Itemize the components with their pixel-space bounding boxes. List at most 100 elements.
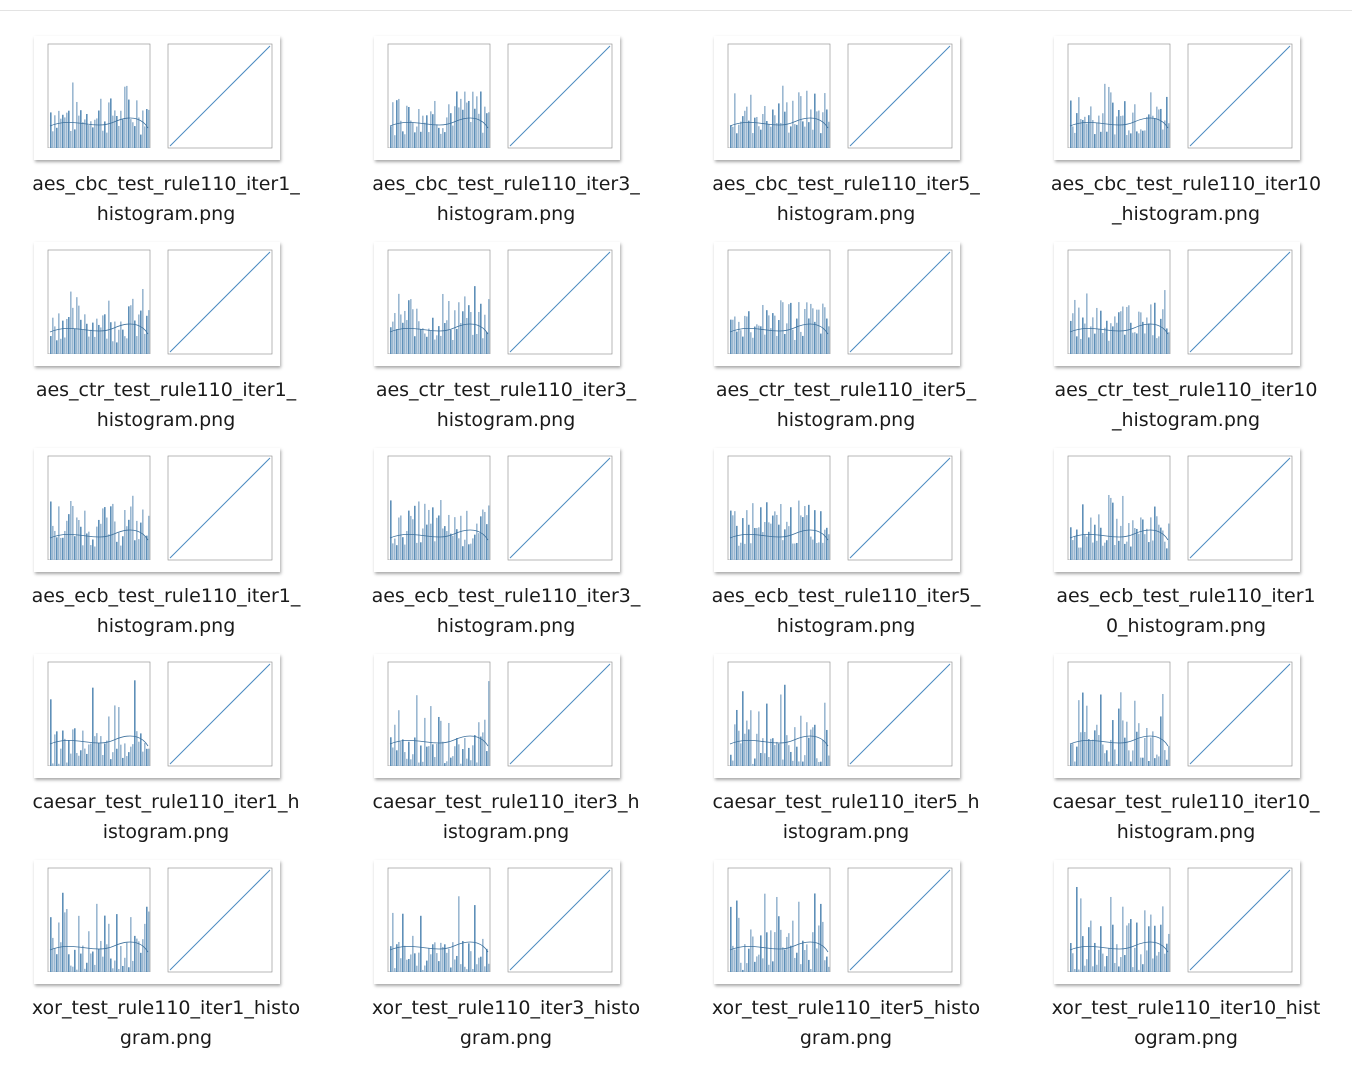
thumb-bar — [116, 748, 118, 778]
thumb-bar — [806, 302, 808, 366]
thumb-bar — [736, 133, 738, 160]
thumb-bar — [64, 117, 66, 160]
thumb-bar — [98, 519, 100, 572]
file-item[interactable]: aes_ctr_test_rule110_iter5_ histogram.png — [676, 242, 1016, 448]
file-item[interactable]: aes_ctr_test_rule110_iter1_ histogram.png — [0, 242, 336, 448]
thumb-bar — [738, 730, 740, 778]
thumb-bar — [428, 746, 430, 778]
cdf-line — [169, 457, 271, 559]
thumbnail — [1054, 860, 1300, 984]
thumb-bar — [1094, 134, 1096, 160]
thumb-bar — [418, 321, 420, 366]
thumb-bar — [824, 307, 826, 366]
thumb-bar — [68, 514, 70, 572]
thumb-bar — [754, 527, 756, 572]
thumb-bar — [50, 917, 52, 984]
thumb-bar — [1140, 312, 1142, 366]
thumb-bar — [432, 944, 434, 984]
file-item[interactable]: aes_ecb_test_rule110_iter1 0_histogram.pn… — [1016, 448, 1352, 654]
thumb-bar — [756, 116, 758, 160]
thumb-bar — [1152, 115, 1154, 160]
thumb-bar — [804, 126, 806, 160]
thumb-bar — [1118, 540, 1120, 572]
kde-line — [389, 941, 489, 953]
file-item[interactable]: aes_ecb_test_rule110_iter5_ histogram.png — [676, 448, 1016, 654]
thumb-bar — [1138, 533, 1140, 572]
file-item[interactable]: aes_cbc_test_rule110_iter1_ histogram.png — [0, 36, 336, 242]
thumb-bar — [800, 515, 802, 572]
mask — [714, 560, 834, 572]
thumb-bar — [1126, 721, 1128, 778]
thumb-bar — [740, 121, 742, 160]
thumb-bar — [1136, 131, 1138, 160]
file-item[interactable]: aes_cbc_test_rule110_iter10 _histogram.pn… — [1016, 36, 1352, 242]
file-item[interactable]: aes_cbc_test_rule110_iter3_ histogram.png — [336, 36, 676, 242]
file-item[interactable]: caesar_test_rule110_iter5_h istogram.png — [676, 654, 1016, 860]
cdf-line — [1189, 251, 1291, 353]
thumb-bar — [56, 537, 58, 572]
thumb-bar — [1080, 547, 1082, 572]
thumb-bar — [460, 515, 462, 572]
file-item[interactable]: caesar_test_rule110_iter1_h istogram.png — [0, 654, 336, 860]
thumb-bar — [1114, 134, 1116, 160]
thumb-bar — [86, 753, 88, 778]
file-item[interactable]: aes_ctr_test_rule110_iter3_ histogram.png — [336, 242, 676, 448]
thumb-bar — [824, 93, 826, 160]
thumb-bar — [1072, 126, 1074, 160]
file-item[interactable]: caesar_test_rule110_iter3_h istogram.png — [336, 654, 676, 860]
thumb-bar — [482, 132, 484, 160]
thumb-bar — [98, 948, 100, 984]
file-item[interactable]: xor_test_rule110_iter5_histo gram.png — [676, 860, 1016, 1066]
thumb-bar — [444, 323, 446, 366]
file-item[interactable]: xor_test_rule110_iter3_histo gram.png — [336, 860, 676, 1066]
thumb-bar — [76, 517, 78, 572]
thumb-bar — [1108, 948, 1110, 984]
thumb-bar — [138, 741, 140, 778]
file-item[interactable]: aes_cbc_test_rule110_iter5_ histogram.png — [676, 36, 1016, 242]
thumb-bar — [778, 524, 780, 572]
thumb-bar — [428, 948, 430, 984]
file-name: aes_cbc_test_rule110_iter1_ — [32, 173, 300, 195]
thumb-bar — [438, 716, 440, 778]
thumb-bar — [794, 543, 796, 572]
cdf-line — [169, 45, 271, 147]
thumb-bar — [100, 736, 102, 778]
thumb-bar — [1134, 332, 1136, 366]
file-item[interactable]: aes_ecb_test_rule110_iter1_ histogram.png — [0, 448, 336, 654]
thumb-bar — [118, 329, 120, 366]
thumb-bar — [100, 327, 102, 366]
file-name: istogram.png — [782, 821, 910, 843]
thumb-bar — [102, 956, 104, 984]
thumb-bar — [1128, 305, 1130, 366]
kde-line — [49, 323, 149, 335]
thumb-bar — [1092, 120, 1094, 160]
thumb-bar — [1076, 746, 1078, 778]
thumb-bar — [1148, 323, 1150, 366]
thumb-bar — [74, 129, 76, 160]
thumb-bar — [482, 938, 484, 984]
file-item[interactable]: caesar_test_rule110_iter10_ histogram.png — [1016, 654, 1352, 860]
thumb-bar — [730, 510, 732, 572]
file-item[interactable]: aes_ctr_test_rule110_iter10 _histogram.pn… — [1016, 242, 1352, 448]
file-item[interactable]: aes_ecb_test_rule110_iter3_ histogram.png — [336, 448, 676, 654]
file-item[interactable]: xor_test_rule110_iter1_histo gram.png — [0, 860, 336, 1066]
thumb-bar — [1136, 922, 1138, 984]
file-item[interactable]: xor_test_rule110_iter10_hist ogram.png — [1016, 860, 1352, 1066]
thumb-bar — [1076, 886, 1078, 984]
thumb-bar — [74, 328, 76, 366]
thumb-bar — [806, 90, 808, 160]
thumb-bar — [820, 133, 822, 160]
thumb-bar — [130, 506, 132, 572]
thumb-bar — [474, 905, 476, 984]
thumb-bar — [1098, 949, 1100, 984]
thumb-bar — [108, 534, 110, 572]
thumb-bar — [446, 531, 448, 572]
thumb-bar — [66, 318, 68, 366]
thumb-bar — [1156, 106, 1158, 160]
thumb-bar — [442, 946, 444, 984]
thumb-bar — [792, 920, 794, 984]
thumb-bar — [1108, 494, 1110, 572]
thumb-bar — [450, 533, 452, 572]
thumb-bar — [60, 748, 62, 778]
panel — [507, 43, 613, 149]
